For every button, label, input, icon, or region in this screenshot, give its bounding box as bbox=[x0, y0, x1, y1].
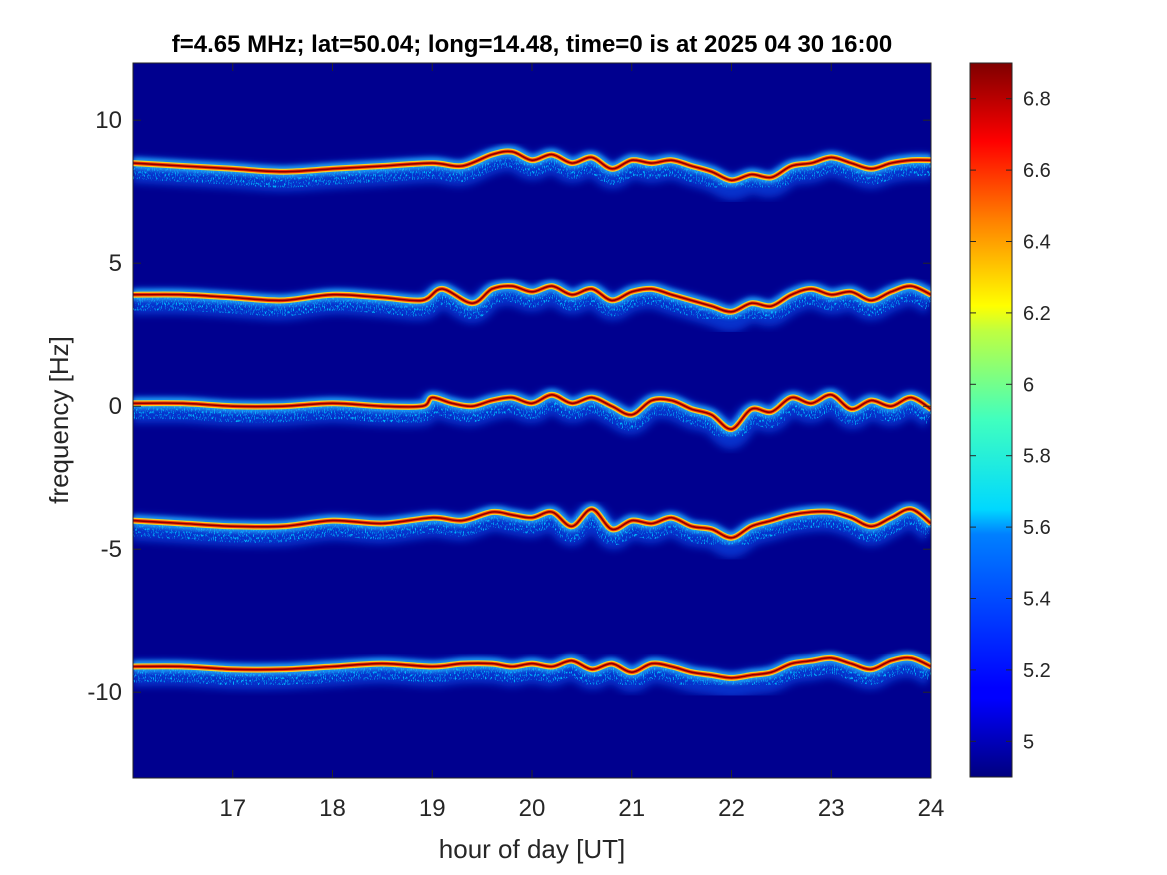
colorbar-ticks: 6.8 6.6 6.4 6.2 6 5.8 5.6 5.4 5.2 5 bbox=[970, 89, 1051, 753]
trace-3 bbox=[133, 388, 931, 450]
x-tick-label: 24 bbox=[918, 795, 945, 822]
trace-5 bbox=[133, 651, 931, 698]
y-tick-label: 10 bbox=[95, 107, 122, 134]
trace-peak bbox=[133, 150, 931, 182]
trace-speckle bbox=[133, 392, 931, 446]
x-tick-label: 21 bbox=[618, 795, 645, 822]
colorbar-tick-label: 5.6 bbox=[1023, 517, 1051, 539]
x-tick-label: 17 bbox=[219, 795, 246, 822]
x-axis: 17 18 19 20 21 22 23 24 bbox=[219, 63, 944, 822]
colorbar-tick-label: 5.2 bbox=[1023, 660, 1051, 682]
y-axis: 10 5 0 -5 -10 bbox=[87, 107, 931, 706]
trace-peak bbox=[133, 393, 931, 430]
y-tick-label: -5 bbox=[101, 536, 122, 563]
x-tick-label: 23 bbox=[818, 795, 845, 822]
trace-speckle bbox=[133, 283, 931, 328]
x-tick-label: 19 bbox=[419, 795, 446, 822]
trace-peak bbox=[133, 656, 931, 679]
trace-1 bbox=[133, 145, 931, 201]
trace-4 bbox=[133, 503, 931, 558]
colorbar-tick-label: 6.2 bbox=[1023, 303, 1051, 325]
colorbar-tick-label: 5 bbox=[1023, 731, 1034, 753]
colorbar: 6.8 6.6 6.4 6.2 6 5.8 5.6 5.4 5.2 5 bbox=[969, 62, 1051, 778]
trace-speckle bbox=[133, 507, 931, 554]
colorbar-tick-label: 5.8 bbox=[1023, 446, 1051, 468]
x-tick-label: 20 bbox=[519, 795, 546, 822]
trace-speckle bbox=[133, 655, 931, 694]
trace-peak bbox=[133, 285, 931, 313]
x-tick-label: 22 bbox=[718, 795, 745, 822]
trace-speckle bbox=[133, 149, 931, 197]
doppler-traces bbox=[133, 145, 931, 698]
x-axis-label: hour of day [UT] bbox=[439, 834, 625, 864]
colorbar-tick-label: 6.8 bbox=[1023, 89, 1051, 111]
colorbar-tick-label: 6.6 bbox=[1023, 160, 1051, 182]
colorbar-frame bbox=[969, 62, 1013, 778]
y-tick-label: 5 bbox=[109, 250, 122, 277]
y-tick-label: -10 bbox=[87, 679, 122, 706]
y-tick-label: 0 bbox=[109, 393, 122, 420]
trace-2 bbox=[133, 279, 931, 332]
colorbar-tick-label: 6 bbox=[1023, 374, 1034, 396]
colorbar-gradient bbox=[970, 63, 1012, 777]
x-tick-label: 18 bbox=[319, 795, 346, 822]
colorbar-tick-label: 5.4 bbox=[1023, 589, 1051, 611]
colorbar-tick-label: 6.4 bbox=[1023, 232, 1051, 254]
y-axis-label: frequency [Hz] bbox=[44, 336, 74, 504]
chart-title: f=4.65 MHz; lat=50.04; long=14.48, time=… bbox=[172, 31, 892, 58]
trace-peak bbox=[133, 508, 931, 539]
spectrogram-plot-area bbox=[132, 62, 932, 779]
